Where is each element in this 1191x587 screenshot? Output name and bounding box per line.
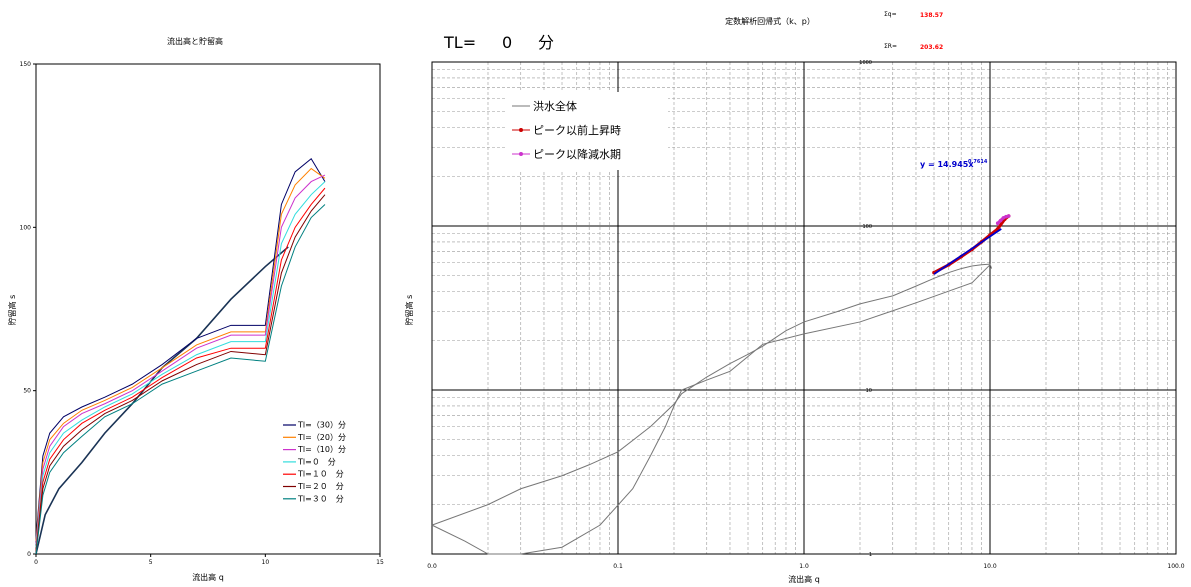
sum-q-value: 138.57	[920, 12, 943, 19]
right-legend-marker-2	[519, 152, 523, 156]
right-axis-ticks: 0.0 0.1 1.0 10.0 100.0 1 10 100 1000	[427, 60, 1185, 570]
right-y-tick-label: 10	[866, 388, 872, 394]
left-legend-label-2: Tl=（10）分	[297, 445, 346, 454]
right-legend-label-1: ピーク以前上昇時	[533, 123, 621, 137]
right-x-tick-label: 0.1	[613, 563, 623, 570]
sum-r-value: 203.62	[920, 44, 943, 51]
right-x-tick-label: 0.0	[427, 563, 437, 570]
right-x-axis-label: 流出高 q	[788, 574, 820, 584]
left-y-tick-label: 150	[20, 61, 32, 68]
right-series-point-3	[998, 218, 1003, 223]
right-series-line-0	[431, 263, 993, 526]
right-x-tick-label: 1.0	[799, 563, 809, 570]
tl-unit: 分	[538, 33, 554, 52]
right-legend-label-2: ピーク以降減水期	[533, 147, 621, 161]
sum-q-label: Σq=	[884, 11, 897, 18]
left-legend-label-5: Tl=２０ 分	[297, 482, 344, 491]
right-y-axis-label: 貯留高 s	[404, 295, 414, 326]
right-series-group	[431, 214, 1011, 555]
fit-equation: y = 14.945x	[920, 160, 974, 169]
left-series-line-5	[35, 194, 326, 553]
left-y-tick-label: 100	[20, 224, 32, 231]
left-series-line-2	[35, 174, 326, 545]
left-legend: Tl=（30）分 Tl=（20）分 Tl=（10）分 Tl=０ 分 Tl=１０ 分 Tl=…	[283, 421, 346, 503]
header: TL= 0 分 定数解析回帰式（k、p） Σq= 138.57 ΣR= 203.…	[443, 11, 943, 52]
right-x-tick-label: 100.0	[1167, 563, 1184, 570]
left-legend-label-4: Tl=１０ 分	[297, 470, 344, 479]
left-series-line-0	[35, 157, 326, 538]
left-plot-frame	[35, 63, 381, 555]
left-x-tick-label: 5	[149, 559, 153, 566]
left-legend-label-1: Tl=（20）分	[297, 433, 346, 442]
right-legend-marker-1	[519, 128, 523, 132]
left-y-tick-label: 0	[27, 551, 31, 558]
left-common-curve	[35, 246, 289, 555]
left-legend-label-0: Tl=（30）分	[297, 421, 346, 430]
right-fit-line	[933, 228, 1002, 275]
left-series-line-3	[35, 181, 326, 548]
right-legend-label-0: 洪水全体	[533, 99, 577, 113]
right-legend-box	[506, 92, 668, 170]
right-series-point-3	[995, 221, 1000, 226]
left-chart-title: 流出高と貯留高	[167, 36, 223, 46]
left-series-line-6	[35, 204, 326, 555]
left-x-tick-label: 15	[376, 559, 384, 566]
left-series-line-1	[35, 167, 326, 541]
right-series-point-3	[1004, 214, 1008, 219]
left-x-tick-label: 10	[262, 559, 270, 566]
right-y-tick-label: 1	[869, 552, 872, 558]
left-series-group	[35, 157, 326, 555]
left-x-tick-label: 0	[34, 559, 38, 566]
right-chart: 0.0 0.1 1.0 10.0 100.0 1 10 100 1000 y = 14.945x…	[404, 60, 1185, 584]
right-x-tick-label: 10.0	[983, 563, 997, 570]
right-series-point-3	[1001, 216, 1006, 220]
left-y-axis-label: 貯留高 s	[7, 295, 17, 326]
right-chart-title: 定数解析回帰式（k、p）	[725, 16, 815, 26]
left-y-tick-label: 50	[23, 388, 31, 395]
fit-exponent: 0.7614	[968, 159, 988, 165]
left-series-line-4	[35, 187, 326, 551]
tl-value: 0	[502, 33, 512, 52]
fit-annotation: y = 14.945x 0.7614	[920, 159, 988, 169]
right-y-tick-label: 100	[862, 224, 872, 230]
left-legend-label-6: Tl=３０ 分	[297, 494, 344, 503]
tl-label: TL=	[443, 33, 476, 52]
right-y-tick-label: 1000	[859, 60, 872, 66]
right-plot-frame	[431, 61, 1177, 555]
left-legend-label-3: Tl=０ 分	[297, 457, 336, 466]
left-x-axis-label: 流出高 q	[192, 572, 224, 582]
sum-r-label: ΣR=	[884, 43, 897, 50]
right-series-line-1	[431, 264, 991, 555]
